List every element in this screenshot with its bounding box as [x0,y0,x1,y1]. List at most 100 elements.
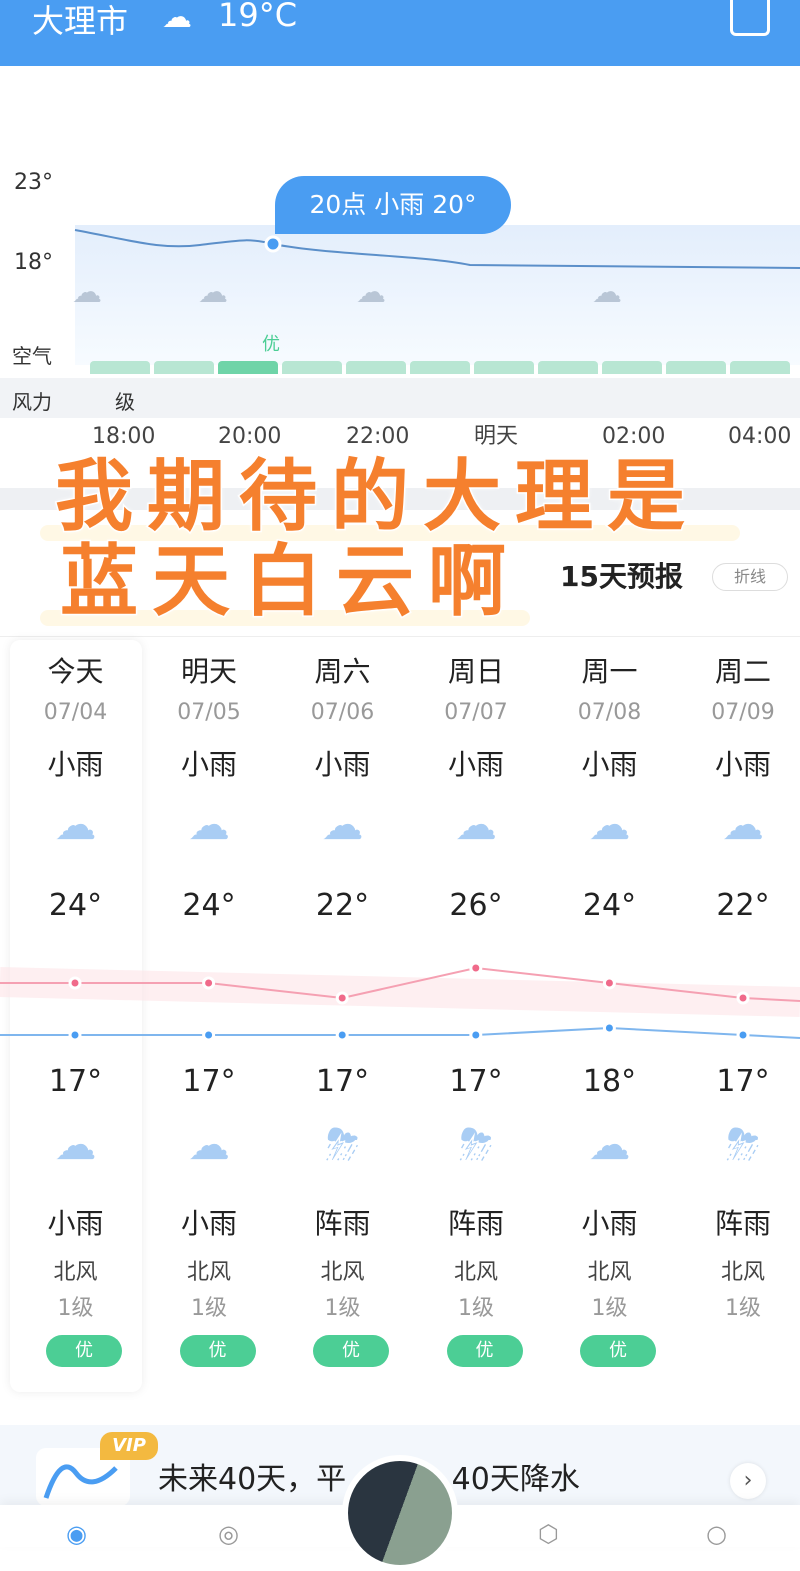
weekday: 明天 [143,650,276,690]
air-value: 优 [262,330,280,356]
forecast-title: 15天预报 [560,560,683,594]
weekday: 今天 [9,650,142,690]
day-weather: 小雨 [543,743,676,783]
weekday: 周日 [410,650,543,690]
time-label: 22:00 [346,424,409,450]
hour-tooltip: 20点 小雨 20° [275,176,511,234]
tab-map-icon[interactable]: ◎ [218,1520,239,1548]
night-weather: 阵雨 [276,1202,409,1242]
wind-level: 1级 [276,1290,409,1322]
day-weather: 小雨 [9,743,142,783]
wind-level: 1级 [677,1290,800,1322]
cloud-rain-icon: ☁ [143,800,276,849]
high-temp-point [738,993,748,1003]
tab-weather-icon[interactable]: ◉ [66,1520,87,1548]
wind-direction: 北风 [410,1254,543,1286]
time-label: 04:00 [728,424,791,450]
low-temp: 17° [410,1064,543,1099]
cloud-rain-icon: ☁ [592,275,622,310]
day-weather: 小雨 [410,743,543,783]
date: 07/06 [276,700,409,725]
current-temp: 19°C [218,0,297,34]
wind-level: 1级 [9,1290,142,1322]
high-temp-point [70,978,80,988]
high-temp: 22° [677,888,800,923]
wind-direction: 北风 [9,1254,142,1286]
wind-level: 1级 [143,1290,276,1322]
weekday: 周六 [276,650,409,690]
moon-thunder-rain-icon: ⛈ [410,1120,543,1170]
city-name[interactable]: 大理市 [32,0,128,42]
chart-mode-toggle[interactable]: 折线 [712,563,788,591]
night-weather: 小雨 [143,1202,276,1242]
moon-thunder-rain-icon: ⛈ [276,1120,409,1170]
wind-direction: 北风 [543,1254,676,1286]
high-temp: 24° [143,888,276,923]
low-temp: 18° [543,1064,676,1099]
aqi-badge: 优 [447,1335,523,1367]
aqi-badge: 优 [46,1335,122,1367]
low-temp: 17° [276,1064,409,1099]
day-weather: 小雨 [276,743,409,783]
high-temp-point [204,978,214,988]
moon-thunder-rain-icon: ⛈ [677,1120,800,1170]
cloud-rain-icon: ☁ [410,800,543,849]
tab-profile-icon[interactable]: ○ [706,1520,727,1548]
night-weather: 小雨 [543,1202,676,1242]
cloud-rain-icon: ☁ [198,275,228,310]
high-temp: 26° [410,888,543,923]
low-temp-point [604,1023,614,1033]
high-temp: 24° [9,888,142,923]
cloud-rain-icon: ☁ [162,0,192,35]
high-temp-point [337,993,347,1003]
low-temp-point [70,1030,80,1040]
day-weather: 小雨 [677,743,800,783]
wind-label: 风力 [12,386,52,415]
night-weather: 阵雨 [410,1202,543,1242]
cloud-rain-icon: ☁ [9,800,142,849]
cloud-icon: ☁ [72,275,102,310]
tab-vip-icon[interactable]: ⬡ [538,1520,559,1548]
divider [0,636,800,637]
low-temp: 17° [143,1064,276,1099]
air-label: 空气 [12,340,52,369]
date: 07/07 [410,700,543,725]
low-temp-point [204,1030,214,1040]
low-temp: 17° [677,1064,800,1099]
low-temp-point [471,1030,481,1040]
day-weather: 小雨 [143,743,276,783]
cloud-icon: ☁ [356,275,386,310]
date: 07/08 [543,700,676,725]
vip-badge: VIP [100,1432,158,1460]
aqi-badge: 优 [313,1335,389,1367]
weekday: 周二 [677,650,800,690]
high-temp-point [604,978,614,988]
date: 07/09 [677,700,800,725]
center-video-button[interactable] [342,1455,458,1571]
time-label: 明天 [474,424,518,450]
time-label: 18:00 [92,424,155,450]
weekday: 周一 [543,650,676,690]
time-label: 02:00 [602,424,665,450]
share-icon[interactable] [730,0,770,36]
night-weather: 阵雨 [677,1202,800,1242]
high-temp-point [471,963,481,973]
cloud-rain-icon: ☁ [276,800,409,849]
cloud-rain-icon: ☁ [543,800,676,849]
high-temp: 24° [543,888,676,923]
wind-level: 1级 [410,1290,543,1322]
temp-curves [0,940,800,1060]
low-temp-point [337,1030,347,1040]
overlay-caption-line1: 我期待的大理是 [55,455,699,539]
y-label: 23° [14,170,53,195]
wind-level: 1级 [543,1290,676,1322]
night-weather: 小雨 [9,1202,142,1242]
wind-value: 级 [115,386,135,415]
cloud-rain-icon: ☁ [9,1120,142,1169]
date: 07/04 [9,700,142,725]
aqi-badge: 优 [580,1335,656,1367]
wind-direction: 北风 [143,1254,276,1286]
date: 07/05 [143,700,276,725]
chevron-right-icon[interactable]: › [730,1463,766,1499]
overlay-caption-line2: 蓝天白云啊 [60,540,520,624]
